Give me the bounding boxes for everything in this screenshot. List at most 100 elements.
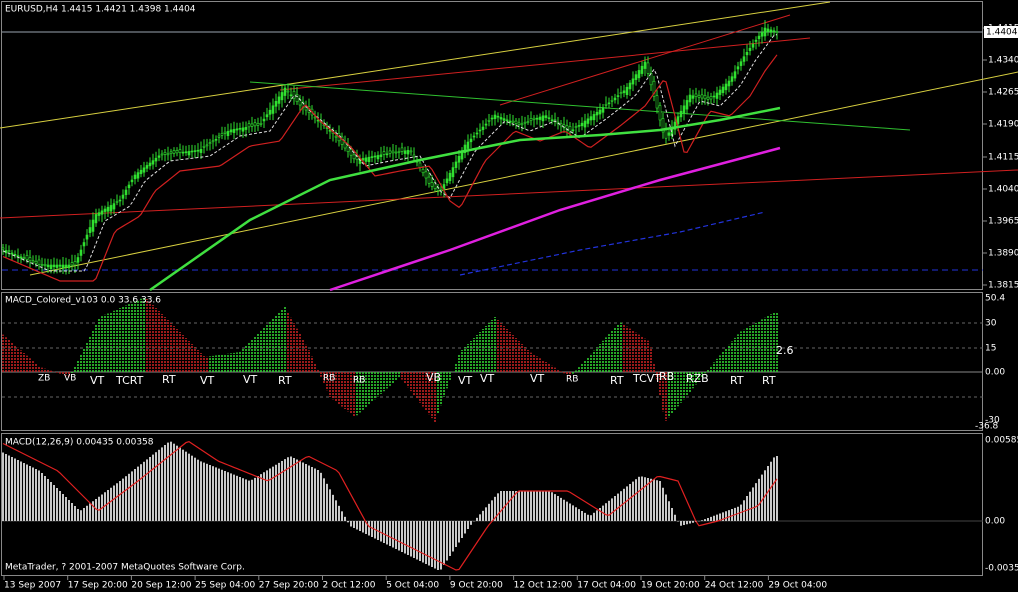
candle-body — [280, 92, 284, 101]
candle-body — [286, 90, 290, 93]
signal-label: VT — [480, 372, 495, 385]
candle-body — [466, 141, 470, 149]
axis-label: 30 — [985, 319, 997, 329]
candle-body — [208, 142, 212, 144]
candle-body — [97, 212, 101, 216]
current-price: 1.4404 — [986, 28, 1018, 38]
candle-body — [379, 154, 383, 157]
candle-body — [28, 257, 32, 262]
candle-body — [736, 66, 740, 70]
ma-blue — [459, 211, 766, 276]
time-label: 17 Sep 20:00 — [68, 581, 128, 591]
candle-body — [478, 129, 482, 132]
candle-body — [172, 150, 176, 154]
signal-label: ZB — [38, 374, 50, 384]
candle-body — [85, 234, 89, 240]
candle-body — [244, 127, 248, 130]
candle-body — [115, 201, 119, 203]
signal-label: RB — [659, 370, 674, 383]
candle-body — [166, 153, 170, 156]
candle-body — [73, 261, 77, 266]
candle-body — [766, 28, 770, 33]
candle-body — [763, 27, 767, 37]
candle-body — [31, 260, 35, 263]
candle-body — [421, 168, 425, 174]
candle-body — [193, 150, 197, 152]
axis-label: -30 — [985, 416, 1000, 426]
signal-label: RZB — [686, 372, 709, 385]
candle-body — [667, 132, 671, 136]
candle-body — [469, 138, 473, 143]
signal-label: RB — [323, 374, 335, 384]
candle-body — [580, 122, 584, 127]
time-label: 17 Oct 04:00 — [577, 581, 636, 591]
candle-body — [43, 263, 47, 266]
candle-body — [394, 151, 398, 154]
candle-body — [481, 126, 485, 130]
candle-body — [718, 89, 722, 95]
time-label: 20 Sep 12:00 — [131, 581, 191, 591]
candle-body — [220, 133, 224, 136]
candle-body — [235, 128, 239, 131]
candle-body — [13, 253, 17, 256]
watermark: MetaTrader, ? 2001-2007 MetaQuotes Softw… — [5, 563, 245, 573]
candle-body — [55, 264, 59, 268]
price-label: 1.4040 — [988, 185, 1018, 195]
candle-body — [445, 178, 449, 184]
candle-body — [346, 145, 350, 152]
candle-body — [754, 39, 758, 42]
candle-body — [598, 109, 602, 115]
trend-line — [29, 71, 1018, 276]
candle-body — [658, 105, 662, 121]
candle-body — [349, 149, 353, 156]
signal-label: RB — [566, 375, 578, 385]
candle-body — [262, 118, 266, 122]
macd-frame — [1, 433, 983, 576]
candle-body — [541, 115, 545, 122]
trend-line — [0, 1, 831, 129]
candle-body — [136, 172, 140, 179]
candle-body — [697, 95, 701, 98]
candle-body — [196, 149, 200, 152]
candle-body — [112, 203, 116, 210]
candle-body — [403, 150, 407, 154]
candle-body — [1, 247, 5, 250]
price-label: 1.4190 — [988, 120, 1018, 130]
candle-body — [223, 131, 227, 134]
candle-body — [10, 252, 14, 255]
macd-colored-frame — [1, 292, 983, 431]
ma-red — [2, 54, 778, 282]
trend-line — [249, 81, 911, 131]
candle-body — [619, 92, 623, 94]
candle-body — [70, 262, 74, 266]
candle-body — [19, 256, 23, 259]
candle-body — [16, 255, 20, 257]
candle-body — [154, 157, 158, 162]
signal-label: TCRT — [115, 374, 144, 387]
candle-body — [67, 264, 71, 268]
candle-body — [514, 120, 518, 124]
candle-body — [652, 80, 656, 97]
candle-body — [79, 249, 83, 256]
candle-body — [334, 135, 338, 138]
candle-body — [121, 194, 125, 199]
time-label: 5 Oct 04:00 — [386, 581, 439, 591]
candle-body — [691, 95, 695, 99]
time-label: 27 Sep 20:00 — [259, 581, 319, 591]
candle-body — [250, 123, 254, 127]
candle-body — [493, 114, 497, 120]
candle-body — [229, 129, 233, 133]
candle-body — [604, 103, 608, 106]
panel-title: MACD(12,26,9) 0.00435 0.00358 — [5, 438, 154, 448]
candle-body — [625, 86, 629, 95]
candle-body — [313, 116, 317, 119]
candle-body — [676, 116, 680, 125]
candle-body — [700, 94, 704, 99]
signal-label: VB — [426, 371, 441, 384]
axis-label: 0.00585 — [985, 436, 1018, 446]
candle-body — [709, 96, 713, 100]
candle-body — [472, 135, 476, 138]
price-label: 1.3815 — [988, 281, 1018, 291]
